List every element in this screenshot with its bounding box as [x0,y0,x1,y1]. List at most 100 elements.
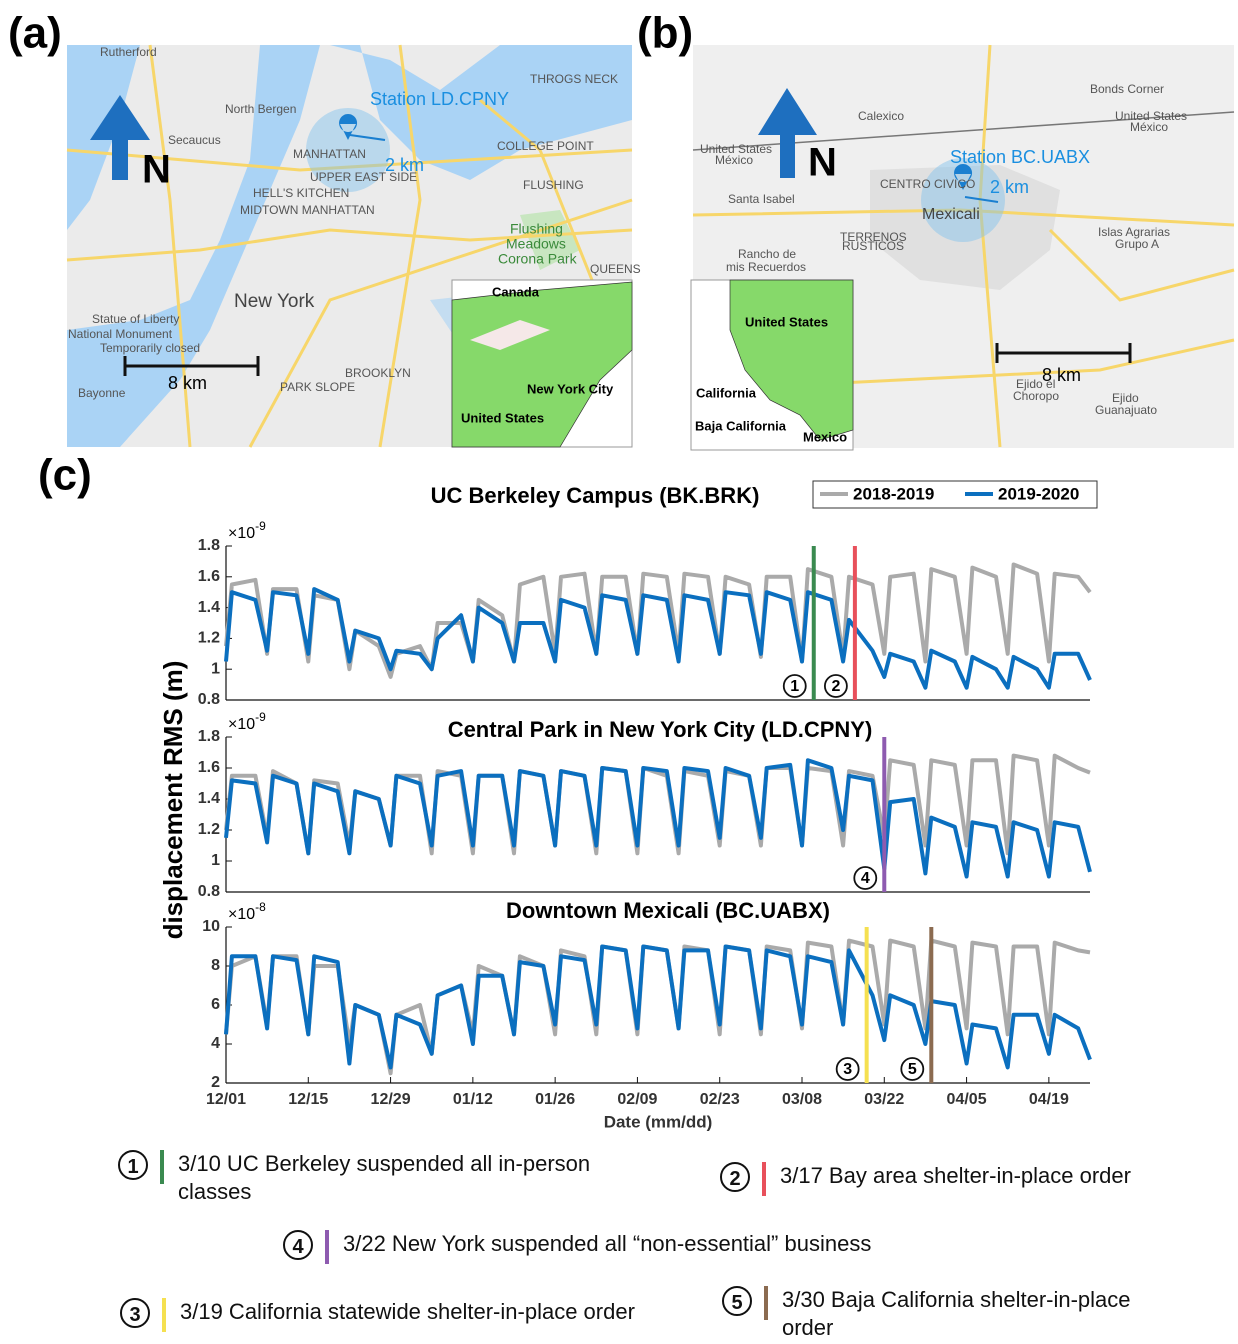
y-multiplier-base: ×10 [228,906,255,923]
place: Rancho de [738,247,796,261]
y-tick-label: 1.2 [198,630,220,647]
y-tick-label: 8 [211,957,220,974]
x-tick-label: 01/12 [453,1091,493,1108]
place: CENTRO CIVICO [880,177,975,191]
y-multiplier-exponent: -8 [255,900,266,914]
y-tick-label: 1 [211,852,220,869]
note-text: 3/10 UC Berkeley suspended all in-person… [178,1150,638,1206]
place: México [1130,120,1168,134]
inset-label: New York City [527,381,614,396]
place: Bayonne [78,386,126,400]
y-multiplier: ×10-9 [228,519,266,542]
x-tick-label: 04/05 [947,1091,987,1108]
inset-label: United States [461,410,544,425]
x-tick-label: 02/09 [617,1091,657,1108]
note-color-bar [162,1298,166,1332]
event-label: 4 [861,870,870,887]
y-tick-label: 1 [211,660,220,677]
x-tick-label: 02/23 [700,1091,740,1108]
place: Santa Isabel [728,192,795,206]
map-b: Station BC.UABX 2 km N 8 km Calexico Bon… [691,45,1234,450]
x-tick-label: 12/15 [288,1091,328,1108]
inset-label: United States [745,314,828,329]
y-tick-label: 0.8 [198,691,220,708]
place: Secaucus [168,133,221,147]
note-color-bar [762,1162,766,1196]
place: Statue of Liberty [92,312,179,326]
place: Bonds Corner [1090,82,1164,96]
map-a: Station LD.CPNY 2 km N 8 km Rutherford N… [67,45,641,447]
y-tick-label: 1.8 [198,537,220,554]
place: Mexicali [922,206,980,223]
note-number: 3 [120,1298,150,1328]
y-tick-label: 1.4 [198,790,220,807]
place: México [715,153,753,167]
event-label: 3 [843,1061,852,1078]
place: North Bergen [225,102,296,116]
inset-label: Mexico [803,429,847,444]
y-multiplier-exponent: -9 [255,519,266,533]
note-number: 2 [720,1162,750,1192]
chart-title: Downtown Mexicali (BC.UABX) [506,898,830,923]
note-number: 4 [283,1230,313,1260]
station-label: Station BC.UABX [950,147,1090,167]
y-tick-label: 0.8 [198,883,220,900]
note-color-bar [764,1286,768,1320]
y-tick-label: 1.6 [198,568,220,585]
event-label: 2 [831,678,840,695]
x-tick-label: 04/19 [1029,1091,1069,1108]
x-axis-label: Date (mm/dd) [604,1112,713,1131]
place: THROGS NECK [530,72,618,86]
x-tick-label: 12/01 [206,1091,246,1108]
legend-label: 2019-2020 [998,484,1079,503]
place: FLUSHING [523,178,584,192]
series-line [226,760,1090,876]
place: Grupo A [1115,237,1159,251]
inset-label: Baja California [695,418,787,433]
place: MANHATTAN [293,147,366,161]
place: PARK SLOPE [280,380,355,394]
y-tick-label: 10 [202,918,220,935]
panel-label: (a) [8,9,62,58]
inset-label: Canada [492,284,540,299]
event-label: 1 [790,678,799,695]
place: Guanajuato [1095,403,1157,417]
place: QUEENS [590,262,641,276]
note-color-bar [160,1150,164,1184]
radius-label: 2 km [990,177,1029,197]
page: (a) (b) (c) Station LD.CPNY 2 km N 8 km … [0,0,1238,1344]
y-tick-label: 1.2 [198,821,220,838]
note-number: 5 [722,1286,752,1316]
note: 43/22 New York suspended all “non-essent… [283,1230,983,1264]
place: UPPER EAST SIDE [310,170,417,184]
x-tick-label: 03/08 [782,1091,822,1108]
place: mis Recuerdos [726,260,806,274]
place: Corona Park [498,251,578,267]
place: National Monument [68,327,173,341]
north-label: N [808,141,837,185]
place: New York [234,291,315,312]
note-color-bar [325,1230,329,1264]
event-label: 5 [908,1061,917,1078]
x-tick-label: 03/22 [864,1091,904,1108]
y-multiplier: ×10-9 [228,710,266,733]
place: RUSTICOS [842,239,904,253]
x-tick-label: 12/29 [371,1091,411,1108]
y-multiplier-exponent: -9 [255,710,266,724]
place: MIDTOWN MANHATTAN [240,203,375,217]
place: Flushing [510,221,563,237]
note: 1 3/10 UC Berkeley suspended all in-perso… [118,1150,638,1206]
note-number: 1 [118,1150,148,1180]
y-tick-label: 1.4 [198,599,220,616]
y-multiplier: ×10-8 [228,900,266,923]
x-tick-label: 01/26 [535,1091,575,1108]
inset-label: California [696,385,757,400]
y-tick-label: 6 [211,996,220,1013]
legend-label: 2018-2019 [853,484,934,503]
place: Calexico [858,109,904,123]
chart-title: Central Park in New York City (LD.CPNY) [448,717,873,742]
station-label: Station LD.CPNY [370,89,509,109]
place: Rutherford [100,45,157,59]
